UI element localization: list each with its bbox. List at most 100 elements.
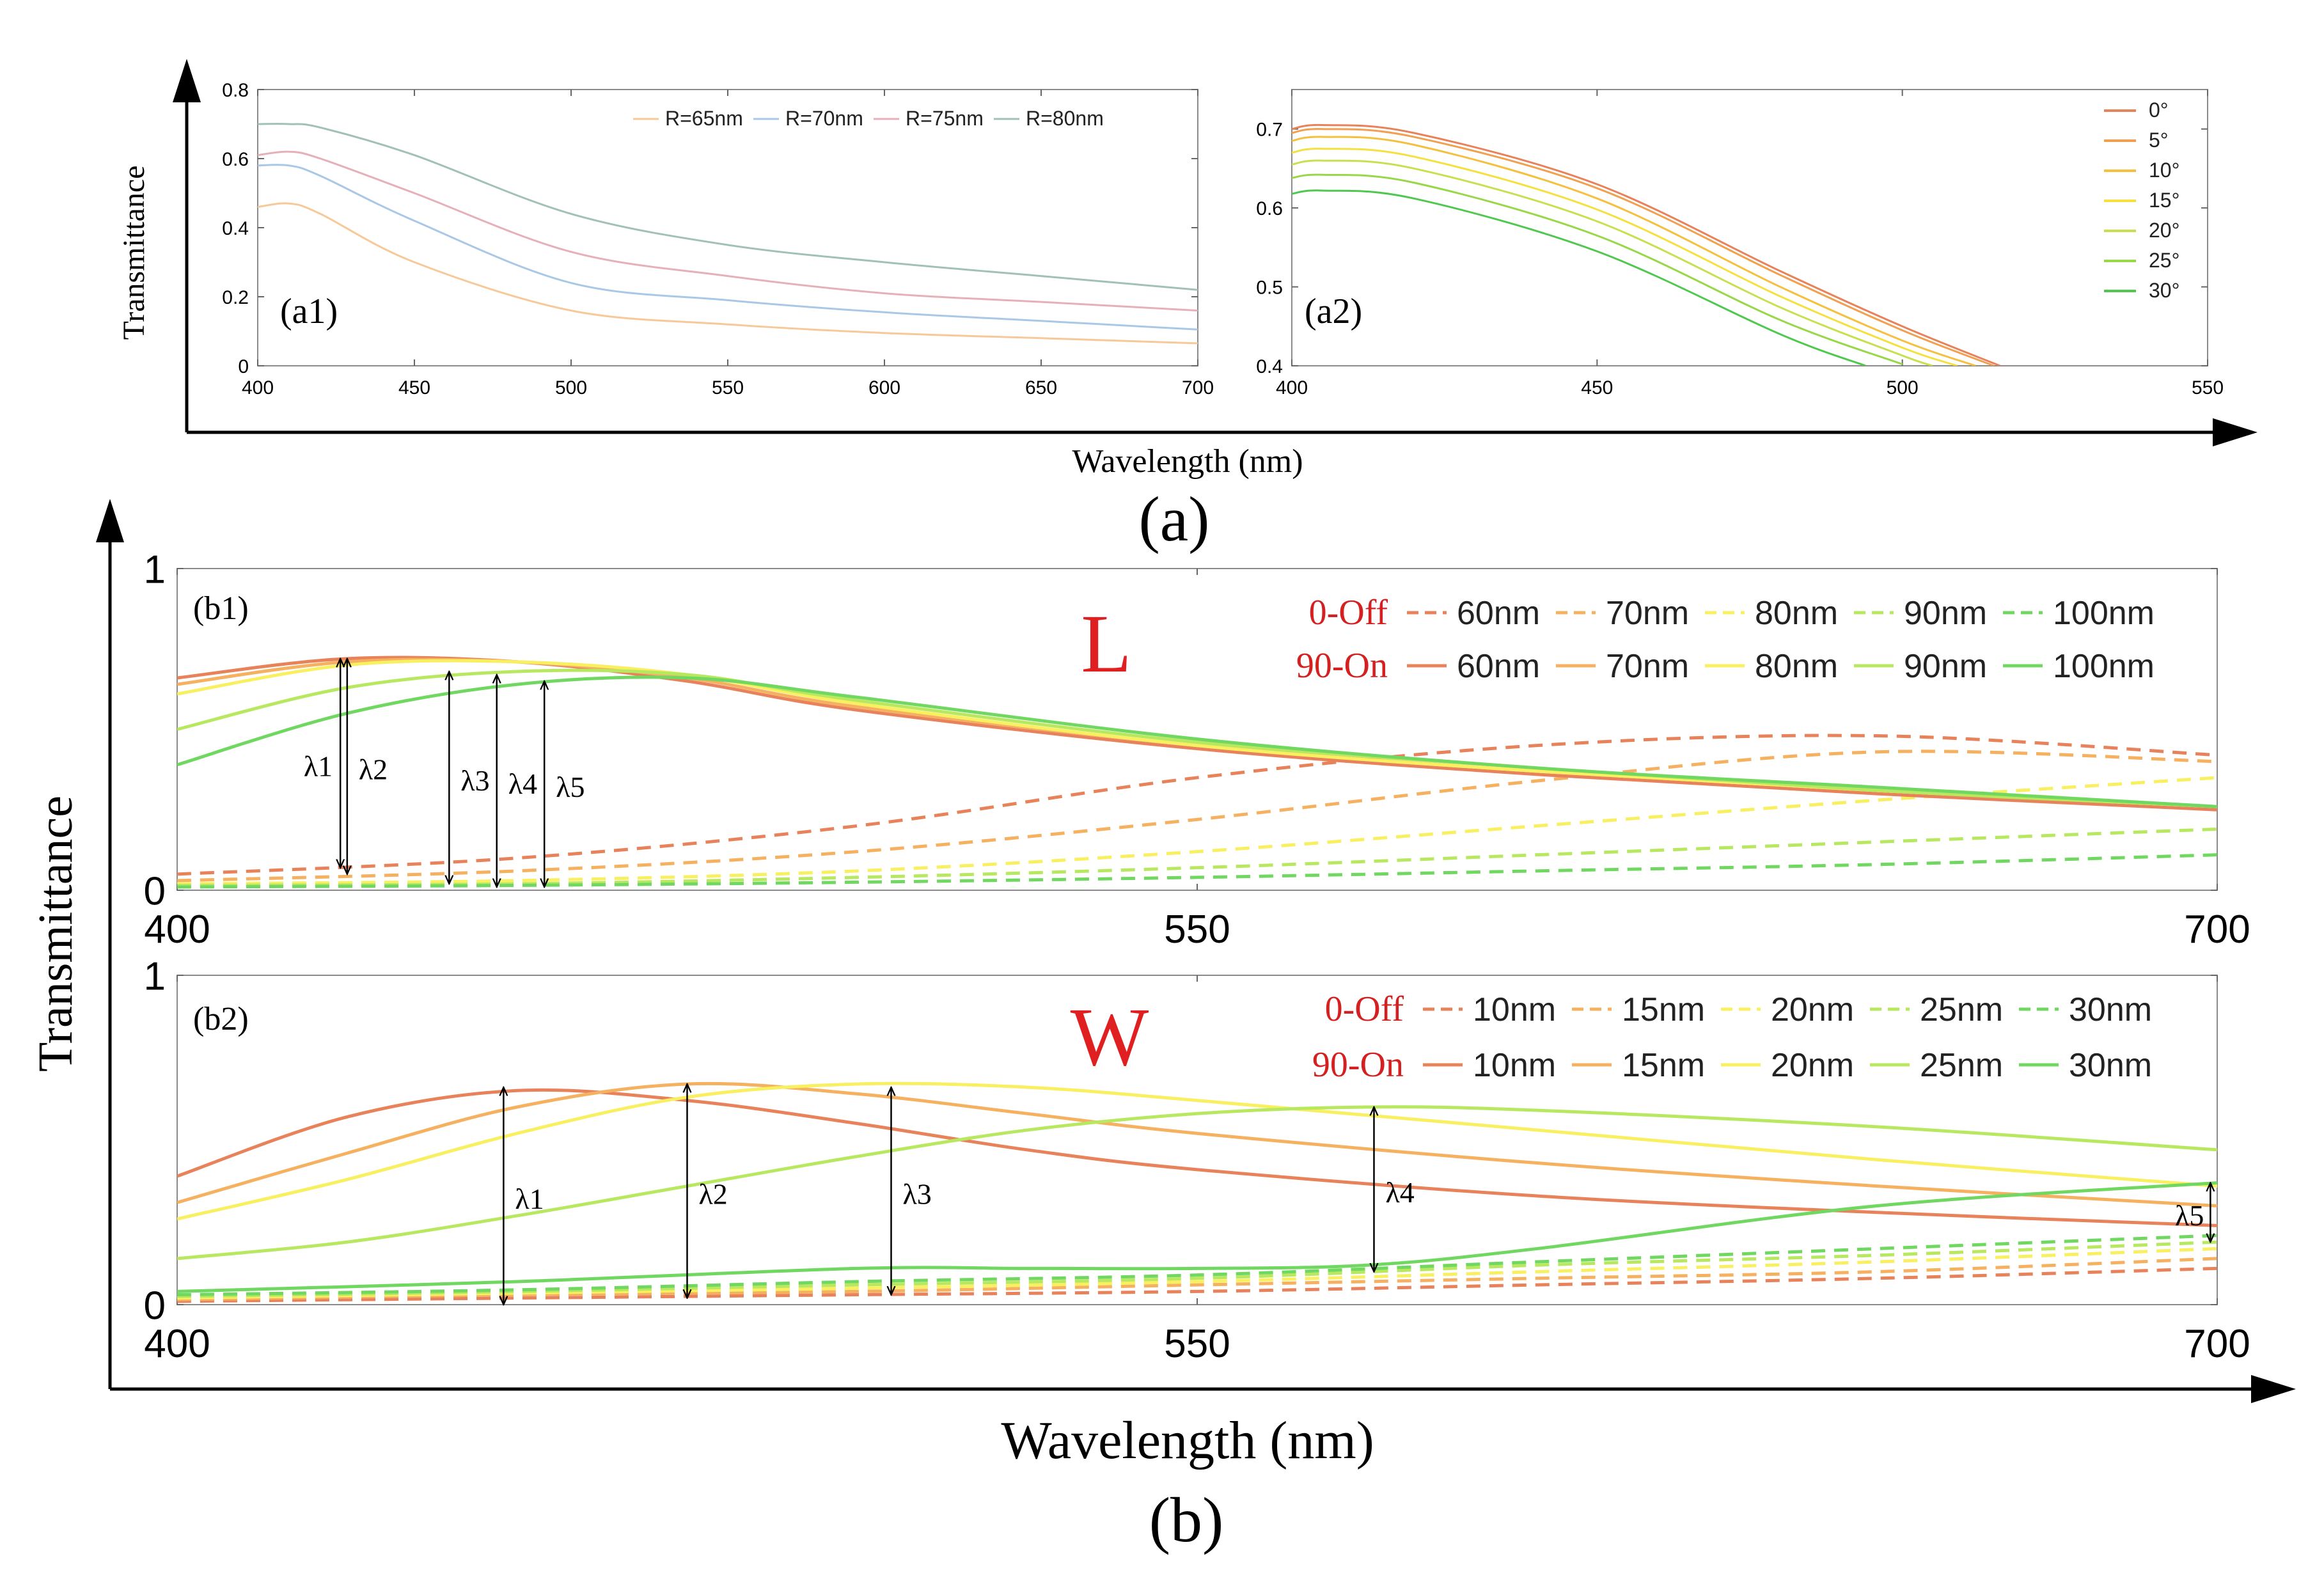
b2-annotation-label: λ4 (1385, 1176, 1414, 1209)
b2-legend-label: 25nm (1920, 1047, 2003, 1084)
a2-ytick-label: 0.6 (1256, 198, 1283, 219)
outer-b-xlabel: Wavelength (nm) (1001, 1411, 1374, 1470)
panel-b1: 400 550 700 0 1 (b1) L 0-Off 60nm 70nm 80nm 90nm 100… (144, 547, 2250, 952)
a1-xtick-label: 700 (1182, 377, 1214, 398)
b1-series-0-Off-70nm (177, 750, 2217, 883)
b2-ytick-label: 0 (144, 1284, 166, 1328)
a1-xtick-label: 400 (242, 377, 274, 398)
a1-ytick-label: 0.6 (222, 149, 249, 170)
b2-xtick-label: 700 (2184, 1322, 2250, 1366)
b1-annotation-label: λ4 (508, 767, 537, 800)
a2-legend-label: 15° (2149, 189, 2179, 212)
b1-legend-label: 100nm (2053, 595, 2155, 632)
b2-legend-label: 15nm (1622, 1047, 1705, 1084)
b2-big-letter: W (1071, 991, 1149, 1083)
a2-series-group (1292, 123, 2000, 366)
a2-legend-label: 10° (2149, 159, 2179, 182)
b2-legend-label: 20nm (1771, 1047, 1854, 1084)
b1-series-0-Off-90nm (177, 827, 2217, 887)
b1-legend-label: 80nm (1755, 648, 1838, 685)
a2-legend-label: 5° (2149, 129, 2169, 152)
b1-series-0-Off-80nm (177, 776, 2217, 886)
b1-series-0-Off-60nm (177, 734, 2217, 876)
a2-series-20° (1292, 159, 1933, 366)
b2-series-0-Off-20nm (177, 1246, 2217, 1300)
a1-legend-label: R=80nm (1026, 107, 1104, 130)
b1-legend-label: 60nm (1457, 648, 1540, 685)
a1-xtick-label: 500 (555, 377, 587, 398)
outer-b-ylabel: Transmittance (29, 796, 82, 1072)
b1-legend-row-label: 0-Off (1309, 593, 1388, 632)
b1-legend-label: 90nm (1904, 595, 1987, 632)
a1-legend-label: R=75nm (906, 107, 984, 130)
b2-ytick-label: 1 (144, 954, 166, 998)
a1-xtick-label: 550 (712, 377, 744, 398)
b2-series-90-On-25nm (177, 1105, 2217, 1261)
b1-legend-label: 70nm (1606, 595, 1689, 632)
chart-panels: 400 450 500 550 600 650 700 0 0.2 0.4 0.6 0.8 (a1) R=… (144, 80, 2250, 1366)
b2-annotation-label: λ2 (699, 1177, 728, 1210)
outer-b-y-arrowhead (96, 499, 124, 542)
a1-legend: R=65nm R=70nm R=75nm R=80nm (633, 107, 1104, 130)
a1-ytick-label: 0.4 (222, 218, 249, 239)
b1-legend-label: 70nm (1606, 648, 1689, 685)
outer-a-x-arrowhead (2213, 418, 2257, 446)
a2-legend-label: 20° (2149, 219, 2179, 242)
b2-legend-label: 10nm (1473, 1047, 1556, 1084)
b1-legend: 0-Off 60nm 70nm 80nm 90nm 100nm 90-On 60nm 70nm 8… (1296, 593, 2155, 686)
b2-xtick-label: 550 (1164, 1322, 1230, 1366)
b1-legend-label: 90nm (1904, 648, 1987, 685)
b1-xtick-label: 700 (2184, 907, 2250, 952)
b2-series-90-On-20nm (177, 1081, 2217, 1221)
b1-annotation-label: λ5 (556, 771, 585, 803)
b2-series-0-Off-25nm (177, 1240, 2217, 1298)
b1-panel-label: (b1) (193, 590, 249, 627)
b2-legend-label: 25nm (1920, 991, 2003, 1028)
b1-annotation-label: λ2 (359, 753, 388, 785)
b1-legend-label: 60nm (1457, 595, 1540, 632)
a2-series-0° (1292, 123, 2000, 366)
a1-series-group (258, 123, 1198, 345)
b2-annotation-label: λ3 (903, 1177, 932, 1210)
b1-annotations: λ1 λ2 λ3 λ4 λ5 (304, 659, 585, 887)
b2-legend-label: 30nm (2069, 991, 2152, 1028)
b1-series-0-Off-100nm (177, 853, 2217, 889)
b2-series-0-Off-10nm (177, 1266, 2217, 1303)
a1-xtick-label: 600 (868, 377, 900, 398)
b1-legend-label: 100nm (2053, 648, 2155, 685)
a2-ytick-label: 0.5 (1256, 277, 1283, 298)
b2-annotation-label: λ1 (515, 1182, 544, 1215)
b1-ytick-label: 0 (144, 869, 166, 913)
a1-series-R=75nm (258, 150, 1198, 312)
a2-legend: 0° 5° 10° 15° 20° 25° 30° (2104, 98, 2179, 302)
panel-a1: 400 450 500 550 600 650 700 0 0.2 0.4 0.6 0.8 (a1) R=… (222, 80, 1214, 398)
b2-legend-label: 20nm (1771, 991, 1854, 1028)
b2-annotations: λ1 λ2 λ3 λ4 λ5 (503, 1084, 2210, 1305)
outer-a-ylabel: Transmittance (117, 166, 151, 340)
outer-b-caption: (b) (1149, 1484, 1224, 1555)
b1-legend-label: 80nm (1755, 595, 1838, 632)
a1-ytick-label: 0 (238, 356, 249, 377)
b1-ytick-label: 1 (144, 547, 166, 592)
b2-series-0-Off-15nm (177, 1257, 2217, 1301)
a2-series-25° (1292, 173, 1903, 365)
a1-series-R=80nm (258, 123, 1198, 291)
a1-xtick-label: 650 (1025, 377, 1057, 398)
a2-xtick-label: 500 (1887, 377, 1919, 398)
b2-xtick-label: 400 (144, 1322, 210, 1366)
a1-panel-label: (a1) (280, 292, 338, 331)
a1-series-R=70nm (258, 164, 1198, 331)
b2-series-90-On-30nm (177, 1181, 2217, 1293)
b2-annotation-label: λ5 (2175, 1199, 2204, 1232)
outer-a-caption: (a) (1139, 483, 1210, 554)
b2-legend-row-label: 0-Off (1325, 989, 1404, 1029)
b1-xtick-label: 550 (1164, 907, 1230, 952)
b2-legend-label: 30nm (2069, 1047, 2152, 1084)
a2-axes-box (1291, 89, 2208, 366)
outer-axes-a: Transmittance Wavelength (nm) (a) (117, 59, 2257, 554)
b2-legend: 0-Off 10nm 15nm 20nm 25nm 30nm 90-On 10nm 15nm 20… (1312, 989, 2152, 1085)
a2-ytick-label: 0.4 (1256, 356, 1283, 377)
a1-legend-label: R=65nm (665, 107, 743, 130)
outer-a-xlabel: Wavelength (nm) (1072, 443, 1303, 480)
